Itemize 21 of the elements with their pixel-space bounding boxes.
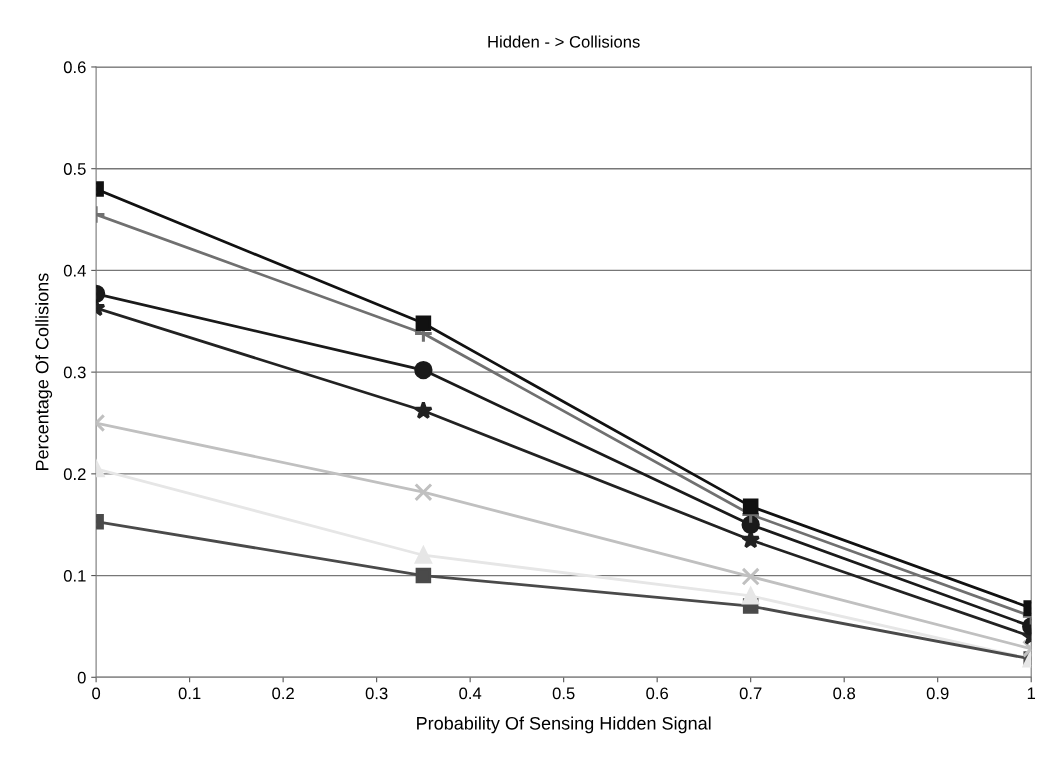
y-tick-label: 0 — [77, 671, 86, 684]
x-axis-title: Probability Of Sensing Hidden Signal — [417, 716, 711, 734]
x-tick-label: 0.1 — [178, 687, 201, 700]
x-tick-label: 0.8 — [833, 687, 856, 700]
x-tick-label: 0.6 — [646, 687, 669, 700]
y-axis-title: Percentage Of Collisions — [35, 273, 53, 470]
x-tick-label: 0.2 — [272, 687, 294, 700]
y-tick-label: 0.5 — [63, 163, 86, 175]
y-tick-label: 0.2 — [63, 468, 86, 481]
x-tick-label: 0 — [92, 687, 101, 700]
x-tick-label: 0.9 — [926, 687, 949, 700]
chart-title: Hidden - > Collisions — [488, 35, 640, 48]
y-tick-label: 0.4 — [63, 264, 86, 277]
x-tick-label: 0.4 — [459, 687, 482, 700]
x-tick-label: 0.5 — [552, 687, 575, 700]
y-tick-label: 0.1 — [63, 569, 86, 582]
x-tick-label: 0.7 — [739, 687, 762, 700]
y-tick-label: 0.6 — [63, 61, 86, 74]
x-tick-label: 1 — [1027, 687, 1036, 700]
x-tick-label: 0.3 — [365, 687, 388, 700]
y-tick-label: 0.3 — [63, 366, 86, 379]
